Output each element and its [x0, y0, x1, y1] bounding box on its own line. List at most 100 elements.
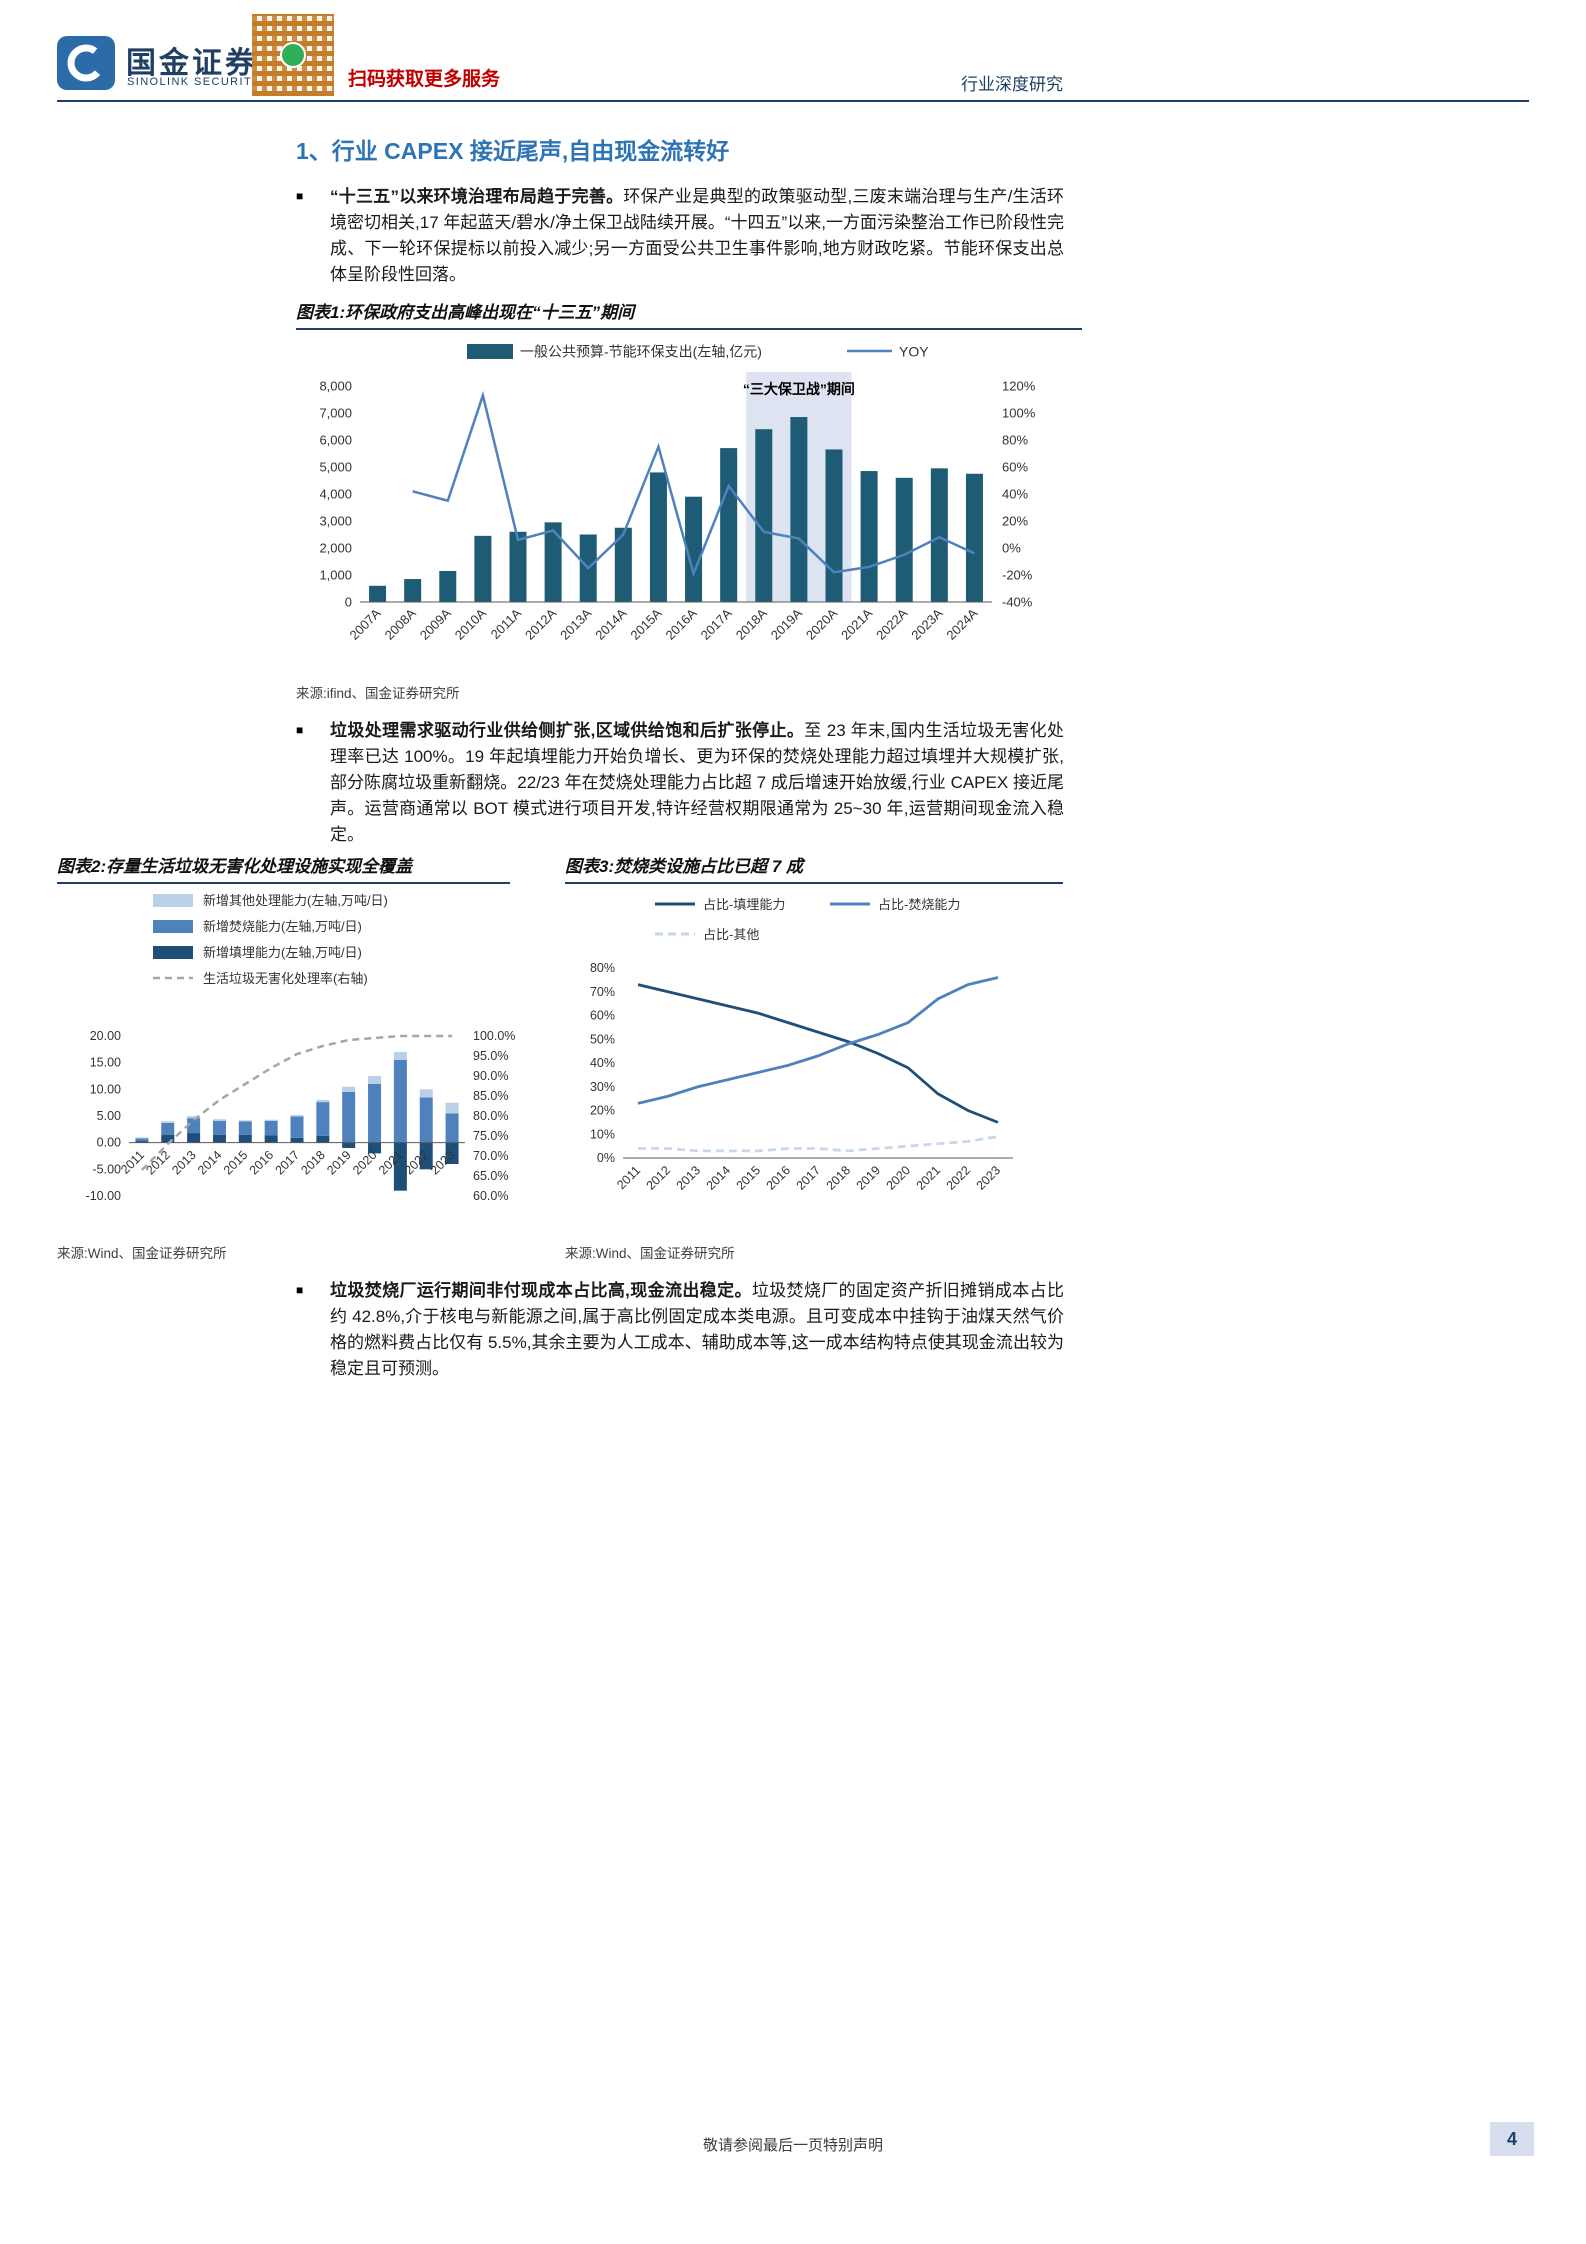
- svg-text:65.0%: 65.0%: [473, 1169, 508, 1183]
- svg-text:2014: 2014: [195, 1148, 225, 1178]
- svg-text:8,000: 8,000: [319, 379, 352, 394]
- svg-text:120%: 120%: [1002, 379, 1036, 394]
- paragraph-1-text: “十三五”以来环境治理布局趋于完善。环保产业是典型的政策驱动型,三废末端治理与生…: [330, 184, 1064, 288]
- qr-caption: 扫码获取更多服务: [348, 69, 501, 90]
- svg-text:70%: 70%: [590, 985, 615, 999]
- svg-text:占比-焚烧能力: 占比-焚烧能力: [878, 897, 960, 912]
- svg-text:新增焚烧能力(左轴,万吨/日): 新增焚烧能力(左轴,万吨/日): [203, 919, 362, 934]
- svg-text:20%: 20%: [1002, 514, 1028, 529]
- figure2-title-rule: [57, 882, 510, 884]
- svg-text:2024A: 2024A: [943, 605, 980, 642]
- svg-text:2013: 2013: [674, 1163, 704, 1193]
- svg-text:5.00: 5.00: [97, 1109, 121, 1123]
- svg-text:75.0%: 75.0%: [473, 1129, 508, 1143]
- figure3-title-rule: [565, 882, 1063, 884]
- svg-text:2007A: 2007A: [346, 605, 383, 642]
- bullet-square-icon: ■: [296, 1283, 304, 1297]
- paragraph-3-rest: 垃圾焚烧厂的固定资产折旧摊销成本占比约 42.8%,介于核电与新能源之间,属于高…: [330, 1281, 1064, 1378]
- svg-text:2021A: 2021A: [838, 605, 875, 642]
- svg-text:40%: 40%: [590, 1056, 615, 1070]
- svg-text:2019: 2019: [854, 1163, 884, 1193]
- svg-text:2015: 2015: [221, 1148, 251, 1178]
- svg-text:60%: 60%: [590, 1009, 615, 1023]
- svg-text:4,000: 4,000: [319, 487, 352, 502]
- page-number: 4: [1490, 2122, 1534, 2156]
- svg-text:2018: 2018: [824, 1163, 854, 1193]
- svg-text:生活垃圾无害化处理率(右轴): 生活垃圾无害化处理率(右轴): [203, 971, 368, 986]
- svg-text:2015A: 2015A: [627, 605, 664, 642]
- svg-text:2019A: 2019A: [768, 605, 805, 642]
- svg-text:2023A: 2023A: [908, 605, 945, 642]
- svg-text:40%: 40%: [1002, 487, 1028, 502]
- paragraph-3: ■ 垃圾焚烧厂运行期间非付现成本占比高,现金流出稳定。垃圾焚烧厂的固定资产折旧摊…: [296, 1278, 1064, 1382]
- svg-text:7,000: 7,000: [319, 406, 352, 421]
- report-type-label: 行业深度研究: [961, 75, 1063, 94]
- svg-text:-20%: -20%: [1002, 568, 1033, 583]
- svg-text:2014A: 2014A: [592, 605, 629, 642]
- svg-text:占比-其他: 占比-其他: [703, 927, 759, 942]
- svg-text:2009A: 2009A: [417, 605, 454, 642]
- svg-text:10%: 10%: [590, 1127, 615, 1141]
- svg-text:10.00: 10.00: [90, 1082, 121, 1096]
- svg-text:15.00: 15.00: [90, 1056, 121, 1070]
- svg-text:80%: 80%: [590, 961, 615, 975]
- svg-text:30%: 30%: [590, 1080, 615, 1094]
- svg-text:占比-填埋能力: 占比-填埋能力: [703, 897, 785, 912]
- svg-text:5,000: 5,000: [319, 460, 352, 475]
- figure1-source: 来源:ifind、国金证券研究所: [296, 686, 460, 701]
- svg-text:80.0%: 80.0%: [473, 1109, 508, 1123]
- svg-text:60.0%: 60.0%: [473, 1189, 508, 1203]
- brand-name-cn: 国金证券: [126, 47, 258, 80]
- header-divider: [57, 100, 1529, 102]
- svg-text:一般公共预算-节能环保支出(左轴,亿元): 一般公共预算-节能环保支出(左轴,亿元): [520, 344, 762, 360]
- svg-text:2015: 2015: [734, 1163, 764, 1193]
- bullet-square-icon: ■: [296, 189, 304, 203]
- svg-text:85.0%: 85.0%: [473, 1089, 508, 1103]
- svg-text:100.0%: 100.0%: [473, 1029, 515, 1043]
- svg-text:2019: 2019: [324, 1148, 354, 1178]
- figure2-source: 来源:Wind、国金证券研究所: [57, 1246, 227, 1261]
- svg-text:50%: 50%: [590, 1032, 615, 1046]
- svg-text:-40%: -40%: [1002, 595, 1033, 610]
- paragraph-1: ■ “十三五”以来环境治理布局趋于完善。环保产业是典型的政策驱动型,三废末端治理…: [296, 184, 1064, 288]
- figure2-chart: 20.00 15.00 10.00 5.00 0.00 -5.00 -10.00 100.0%…: [86, 893, 516, 1203]
- svg-text:60%: 60%: [1002, 460, 1028, 475]
- svg-text:2011A: 2011A: [488, 605, 525, 642]
- svg-text:0: 0: [345, 595, 352, 610]
- paragraph-1-rest: 环保产业是典型的政策驱动型,三废末端治理与生产/生活环境密切相关,17 年起蓝天…: [330, 187, 1065, 284]
- svg-text:“三大保卫战”期间: “三大保卫战”期间: [743, 381, 855, 397]
- figure1-title: 图表1:环保政府支出高峰出现在“十三五”期间: [296, 303, 635, 322]
- paragraph-3-lead: 垃圾焚烧厂运行期间非付现成本占比高,现金流出稳定。: [330, 1281, 752, 1300]
- svg-text:2016: 2016: [247, 1148, 277, 1178]
- svg-text:20.00: 20.00: [90, 1029, 121, 1043]
- svg-text:2017: 2017: [273, 1148, 303, 1178]
- svg-text:2023: 2023: [974, 1163, 1004, 1193]
- paragraph-3-text: 垃圾焚烧厂运行期间非付现成本占比高,现金流出稳定。垃圾焚烧厂的固定资产折旧摊销成…: [330, 1278, 1064, 1382]
- svg-text:2016: 2016: [764, 1163, 794, 1193]
- svg-text:2020: 2020: [884, 1163, 914, 1193]
- svg-text:2014: 2014: [704, 1163, 734, 1193]
- paragraph-2-rest: 至 23 年末,国内生活垃圾无害化处理率已达 100%。19 年起填埋能力开始负…: [330, 721, 1064, 844]
- qr-code: [252, 14, 334, 96]
- paragraph-2: ■ 垃圾处理需求驱动行业供给侧扩张,区域供给饱和后扩张停止。至 23 年末,国内…: [296, 718, 1064, 848]
- svg-text:2021: 2021: [914, 1163, 944, 1193]
- svg-text:2022A: 2022A: [873, 605, 910, 642]
- svg-text:0.00: 0.00: [97, 1136, 121, 1150]
- figure3-source: 来源:Wind、国金证券研究所: [565, 1246, 735, 1261]
- svg-text:2008A: 2008A: [382, 605, 419, 642]
- svg-text:0%: 0%: [1002, 541, 1021, 556]
- svg-text:新增填埋能力(左轴,万吨/日): 新增填埋能力(左轴,万吨/日): [203, 945, 362, 960]
- paragraph-2-lead: 垃圾处理需求驱动行业供给侧扩张,区域供给饱和后扩张停止。: [330, 721, 805, 740]
- svg-text:2012: 2012: [644, 1163, 674, 1193]
- svg-text:20%: 20%: [590, 1104, 615, 1118]
- svg-text:90.0%: 90.0%: [473, 1069, 508, 1083]
- svg-text:95.0%: 95.0%: [473, 1049, 508, 1063]
- svg-text:2011: 2011: [118, 1148, 147, 1177]
- svg-text:2012A: 2012A: [522, 605, 559, 642]
- svg-text:2017: 2017: [794, 1163, 824, 1193]
- qr-center-logo-icon: [280, 42, 306, 68]
- footer-disclaimer: 敬请参阅最后一页特别声明: [702, 2137, 883, 2154]
- svg-text:2018A: 2018A: [733, 605, 770, 642]
- svg-text:1,000: 1,000: [319, 568, 352, 583]
